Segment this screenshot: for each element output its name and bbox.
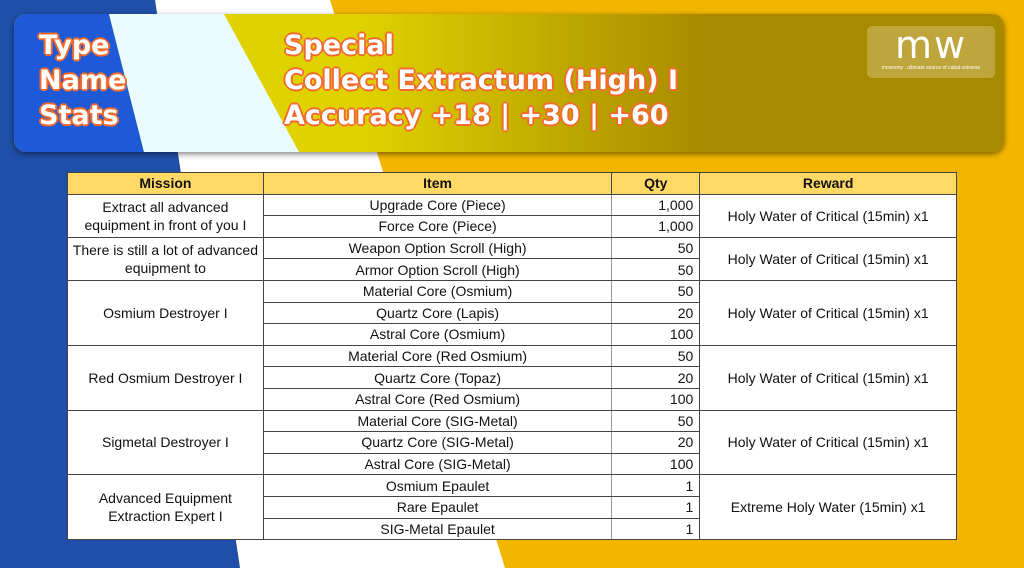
table-row: Extract all advanced equipment in front … bbox=[67, 193, 957, 238]
banner-labels: Type Name Stats bbox=[39, 28, 126, 133]
qty-cell: 50 bbox=[611, 236, 701, 260]
header-reward: Reward bbox=[699, 172, 957, 195]
item-cell: SIG-Metal Epaulet bbox=[262, 517, 613, 541]
reward-cell: Holy Water of Critical (15min) x1 bbox=[699, 409, 957, 476]
banner-values: Special Collect Extractum (High) I Accur… bbox=[284, 28, 678, 133]
item-cell: Astral Core (Red Osmium) bbox=[262, 387, 613, 411]
table-header-row: Mission Item Qty Reward bbox=[67, 172, 957, 195]
item-cell: Force Core (Piece) bbox=[262, 215, 613, 238]
table-row: Quartz Core (SIG-Metal) 20 bbox=[68, 431, 957, 454]
mission-table: Mission Item Qty Reward Extract all adva… bbox=[67, 172, 957, 541]
table-row: Astral Core (Osmium) 100 bbox=[68, 323, 957, 346]
item-cell: Material Core (Osmium) bbox=[262, 279, 613, 303]
item-cell: Material Core (SIG-Metal) bbox=[262, 409, 613, 433]
item-cell: Osmium Epaulet bbox=[262, 474, 613, 497]
table-row: SIG-Metal Epaulet 1 bbox=[68, 517, 957, 541]
qty-cell: 50 bbox=[611, 409, 701, 433]
item-cell: Quartz Core (SIG-Metal) bbox=[262, 431, 613, 454]
reward-cell: Holy Water of Critical (15min) x1 bbox=[699, 193, 957, 238]
item-cell: Material Core (Red Osmium) bbox=[262, 344, 613, 368]
item-cell: Weapon Option Scroll (High) bbox=[262, 236, 613, 260]
mission-cell: Red Osmium Destroyer I bbox=[67, 344, 264, 411]
qty-cell: 20 bbox=[611, 301, 701, 325]
qty-cell: 100 bbox=[611, 387, 701, 411]
table-row: Red Osmium Destroyer I Material Core (Red… bbox=[67, 344, 957, 411]
qty-cell: 50 bbox=[611, 279, 701, 303]
header-item: Item bbox=[262, 172, 613, 195]
item-cell: Armor Option Scroll (High) bbox=[262, 258, 613, 281]
reward-cell: Holy Water of Critical (15min) x1 bbox=[699, 236, 957, 281]
qty-cell: 100 bbox=[611, 452, 701, 476]
mission-cell: Advanced Equipment Extraction Expert I bbox=[67, 474, 264, 541]
item-cell: Astral Core (SIG-Metal) bbox=[262, 452, 613, 476]
mission-cell: There is still a lot of advanced equipme… bbox=[67, 236, 264, 281]
qty-cell: 1,000 bbox=[611, 215, 701, 238]
qty-cell: 1,000 bbox=[611, 193, 701, 217]
reward-cell: Extreme Holy Water (15min) x1 bbox=[699, 474, 957, 541]
label-name: Name bbox=[39, 65, 127, 96]
qty-cell: 50 bbox=[611, 258, 701, 281]
table-row: Force Core (Piece) 1,000 bbox=[68, 215, 957, 238]
mission-cell: Extract all advanced equipment in front … bbox=[67, 193, 264, 238]
item-cell: Astral Core (Osmium) bbox=[262, 323, 613, 346]
label-type: Type bbox=[39, 30, 110, 61]
value-name: Collect Extractum (High) I bbox=[284, 65, 678, 96]
item-cell: Upgrade Core (Piece) bbox=[262, 193, 613, 217]
qty-cell: 20 bbox=[611, 366, 701, 389]
qty-cell: 50 bbox=[611, 344, 701, 368]
item-cell: Quartz Core (Lapis) bbox=[262, 301, 613, 325]
reward-cell: Holy Water of Critical (15min) x1 bbox=[699, 279, 957, 346]
mission-cell: Osmium Destroyer I bbox=[67, 279, 264, 346]
qty-cell: 1 bbox=[611, 495, 701, 519]
header-mission: Mission bbox=[67, 172, 264, 195]
table-row: Advanced Equipment Extraction Expert I Os… bbox=[67, 474, 957, 541]
mission-cell: Sigmetal Destroyer I bbox=[67, 409, 264, 476]
value-stats: Accuracy +18 | +30 | +60 bbox=[284, 100, 669, 131]
mw-logo: mw mcwormy . ultimate source of cabal un… bbox=[867, 26, 995, 78]
table-row: Osmium Destroyer I Material Core (Osmium)… bbox=[67, 279, 957, 346]
item-cell: Quartz Core (Topaz) bbox=[262, 366, 613, 389]
table-row: Quartz Core (Lapis) 20 bbox=[68, 301, 957, 325]
item-cell: Rare Epaulet bbox=[262, 495, 613, 519]
table-row: Quartz Core (Topaz) 20 bbox=[68, 366, 957, 389]
table-row: Astral Core (SIG-Metal) 100 bbox=[68, 452, 957, 476]
qty-cell: 1 bbox=[611, 474, 701, 497]
value-type: Special bbox=[284, 30, 394, 61]
mission-banner: Type Name Stats Special Collect Extractu… bbox=[14, 14, 1004, 152]
header-qty: Qty bbox=[611, 172, 701, 195]
qty-cell: 20 bbox=[611, 431, 701, 454]
qty-cell: 100 bbox=[611, 323, 701, 346]
table-row: There is still a lot of advanced equipme… bbox=[67, 236, 957, 281]
label-stats: Stats bbox=[39, 100, 119, 131]
table-row: Sigmetal Destroyer I Material Core (SIG-M… bbox=[67, 409, 957, 476]
qty-cell: 1 bbox=[611, 517, 701, 541]
reward-cell: Holy Water of Critical (15min) x1 bbox=[699, 344, 957, 411]
